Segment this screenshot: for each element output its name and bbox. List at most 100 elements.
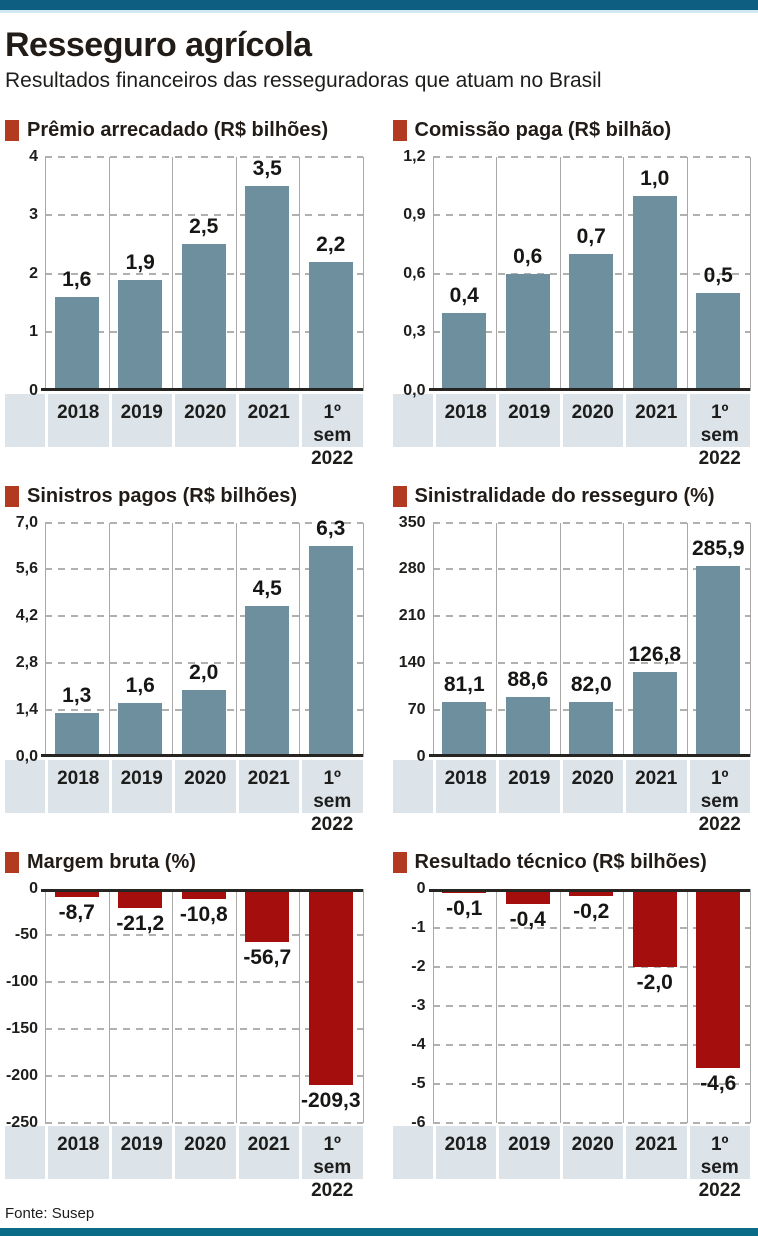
bar-2021 (245, 888, 290, 942)
chart-margem-bruta: Margem bruta (%) 0 -50 -100 -150 -200 -250 -8,7… (5, 850, 364, 1201)
bar-1-sem-2022 (308, 546, 353, 757)
category-separator-line (235, 522, 237, 757)
y-axis-labels: 0 -1 -2 -3 -4 -5 -6 (393, 880, 433, 1131)
category-label-2018: 2018 (48, 759, 109, 813)
y-tick-label: -150 (5, 1020, 38, 1038)
bar-2019 (118, 279, 163, 391)
category-separator-line (362, 522, 364, 757)
y-tick-label: -6 (411, 1113, 426, 1131)
category-label-2020: 2020 (562, 759, 623, 813)
category-label-2021: 2021 (626, 1125, 687, 1179)
y-tick-label: 4 (29, 147, 38, 165)
bar-2019 (505, 697, 550, 757)
chart-header: Sinistros pagos (R$ bilhões) (5, 485, 363, 507)
bottom-accent-rule (0, 1227, 758, 1236)
category-separator-line (108, 156, 110, 391)
category-separator-line (559, 156, 561, 391)
chart-body: 4 3 2 1 0 1,6 1,9 2,5 3,5 2,2 (5, 148, 364, 399)
bar-2021 (632, 195, 677, 391)
y-tick-label: -200 (5, 1066, 38, 1084)
chart-body: 1,2 0,9 0,6 0,3 0,0 0,4 0,6 0,7 1,0 0,5 (393, 148, 751, 399)
page-title: Resseguro agrícola (5, 26, 312, 64)
bar-2020 (569, 888, 614, 897)
bar-value-label: 2,0 (189, 660, 219, 684)
bar-2019 (505, 888, 550, 905)
y-axis-labels: 350 280 210 140 70 0 (393, 514, 433, 765)
category-separator-line (235, 888, 237, 1123)
gridline (432, 155, 750, 158)
bar-2021 (632, 671, 677, 757)
charts-grid: Prêmio arrecadado (R$ bilhões) 4 3 2 1 0 1,6 1,… (5, 119, 751, 1201)
x-axis-band-spacer (5, 1125, 45, 1179)
chart-title: Margem bruta (%) (27, 850, 196, 873)
plot-area: -0,1 -0,4 -0,2 -2,0 -4,6 (428, 888, 751, 1124)
category-label-2020: 2020 (562, 393, 623, 447)
zero-axis-line (41, 888, 363, 892)
category-label-1-sem-2022: 1º sem 2022 (689, 759, 750, 835)
y-tick-label: 1,2 (403, 147, 426, 165)
chart-body: 350 280 210 140 70 0 81,1 88,6 82,0 126,8 285,9 (393, 514, 751, 765)
gridline (432, 1121, 750, 1124)
category-label-2021: 2021 (238, 759, 299, 813)
category-label-2018: 2018 (435, 393, 496, 447)
y-tick-label: -5 (411, 1074, 426, 1092)
y-tick-label: 3 (29, 206, 38, 224)
chart-resultado-te-cnico-r-bilho-es: Resultado técnico (R$ bilhões) 0 -1 -2 -3 -4-… (392, 851, 751, 1201)
chart-sinistros-pagos-r-bilho-es: Sinistros pagos (R$ bilhões) 7,0 5,6 4,2 2,8… (5, 485, 364, 835)
legend-square-icon (392, 485, 407, 507)
y-tick-label: 0,9 (403, 206, 426, 224)
category-separator-line (686, 156, 688, 391)
bar-value-label: -8,7 (58, 900, 95, 924)
category-separator-line (172, 888, 173, 1123)
chart-header: Prêmio arrecadado (R$ bilhões) (5, 119, 363, 141)
category-separator-line (108, 888, 110, 1123)
x-axis-band-spacer (5, 393, 45, 447)
bar-value-label: 0,6 (513, 244, 543, 268)
bar-2021 (245, 606, 290, 757)
zero-axis-line (41, 387, 363, 391)
category-label-2020: 2020 (562, 1125, 623, 1179)
category-separator-line (432, 156, 434, 391)
y-tick-label: -50 (14, 926, 38, 944)
category-separator-line (235, 156, 237, 391)
chart-header: Resultado técnico (R$ bilhões) (392, 851, 751, 873)
bar-2019 (505, 273, 550, 391)
bar-1-sem-2022 (308, 261, 353, 391)
bar-value-label: -56,7 (243, 945, 292, 969)
category-separator-line (108, 522, 110, 757)
chart-header: Comissão paga (R$ bilhão) (392, 119, 751, 141)
category-label-2018: 2018 (435, 1125, 496, 1179)
gridline (432, 926, 750, 929)
bar-value-label: 0,4 (449, 283, 479, 307)
category-separator-line (362, 888, 364, 1123)
gridline (432, 568, 750, 571)
gridline (45, 615, 363, 618)
x-axis-band: 2018 2019 2020 2021 1º sem 2022 (5, 393, 363, 469)
bar-value-label: -21,2 (116, 912, 165, 936)
y-tick-label: 4,2 (15, 607, 38, 625)
bar-value-label: 1,6 (62, 268, 92, 292)
y-tick-label: 7,0 (15, 513, 38, 531)
bar-value-label: -209,3 (300, 1088, 361, 1112)
category-separator-line (172, 156, 173, 391)
gridline (432, 521, 750, 524)
y-tick-label: 0,6 (403, 264, 426, 282)
y-tick-label: 280 (398, 560, 426, 578)
category-separator-line (686, 888, 688, 1123)
category-label-2019: 2019 (499, 393, 560, 447)
legend-square-icon (5, 485, 19, 507)
bar-value-label: 82,0 (570, 672, 612, 696)
zero-axis-line (41, 753, 363, 757)
gridline (432, 615, 750, 618)
gridline (432, 1004, 750, 1007)
category-separator-line (496, 522, 497, 757)
y-tick-label: -250 (5, 1113, 38, 1131)
x-axis-band-spacer (392, 1125, 433, 1179)
x-axis-band-spacer (5, 759, 45, 813)
chart-pre-mio-arrecadado-r-bilho-es: Prêmio arrecadado (R$ bilhões) 4 3 2 1 0 1,6 1,… (5, 119, 364, 469)
bar-value-label: -2,0 (636, 970, 673, 994)
chart-body: 0 -50 -100 -150 -200 -250 -8,7 -21,2 -10,8 -56,7-… (5, 880, 364, 1131)
source-credit: Fonte: Susep (5, 1204, 95, 1222)
page-subtitle: Resultados financeiros das resseguradora… (5, 69, 602, 93)
y-tick-label: 0 (29, 879, 38, 897)
